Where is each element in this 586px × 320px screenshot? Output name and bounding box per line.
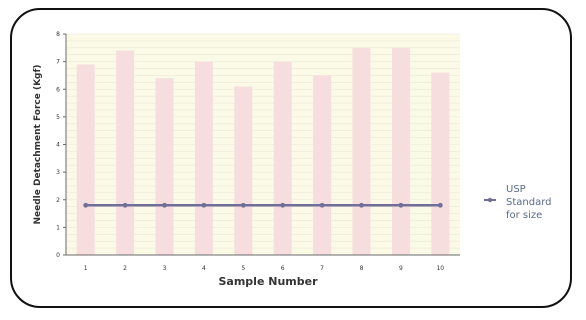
line-point xyxy=(162,202,167,208)
line-point xyxy=(280,202,286,208)
y-tick-label: 1 xyxy=(56,224,60,231)
x-tick-label: 2 xyxy=(123,265,127,272)
x-tick-labels: 1 2 3 4 5 6 7 8 9 10 xyxy=(84,265,445,272)
line-point xyxy=(83,202,89,208)
y-axis-title: Needle Detachment Force (Kgf) xyxy=(33,64,43,224)
y-tick-label: 0 xyxy=(56,252,60,259)
x-tick-label: 1 xyxy=(84,265,88,272)
x-tick-label: 10 xyxy=(436,265,444,272)
line-point xyxy=(319,202,325,208)
bar xyxy=(352,47,371,255)
x-tick-label: 9 xyxy=(399,265,403,272)
x-tick-label: 4 xyxy=(202,265,206,272)
legend: USP Standard for size xyxy=(484,184,552,221)
bar xyxy=(313,75,332,255)
line-point xyxy=(359,202,364,208)
line-point xyxy=(240,202,246,208)
line-point xyxy=(122,202,128,208)
y-tick-label: 5 xyxy=(56,114,60,121)
x-tick-label: 5 xyxy=(241,265,245,272)
x-tick-label: 7 xyxy=(320,265,324,272)
bar xyxy=(155,78,174,255)
bars xyxy=(76,47,450,256)
bar xyxy=(194,61,213,255)
y-tick-label: 8 xyxy=(56,31,60,38)
x-tick-label: 8 xyxy=(360,265,364,272)
usp-standard-line xyxy=(83,202,443,208)
bar xyxy=(76,64,95,255)
y-tick-label: 2 xyxy=(56,197,60,204)
line-point xyxy=(201,202,207,208)
x-axis-title: Sample Number xyxy=(219,275,319,288)
legend-label: USP Standard for size xyxy=(506,184,552,221)
y-tick-label: 6 xyxy=(56,86,60,93)
x-tick-label: 3 xyxy=(163,265,167,272)
y-tick-label: 7 xyxy=(56,59,60,66)
y-tick-label: 3 xyxy=(56,169,60,176)
bar xyxy=(391,47,410,255)
y-tick-labels: 0 1 2 3 4 5 6 7 8 xyxy=(56,31,66,259)
legend-marker xyxy=(487,197,493,203)
x-tick-label: 6 xyxy=(281,265,285,272)
bar xyxy=(116,50,135,256)
line-point xyxy=(398,202,404,208)
line-point xyxy=(437,202,443,208)
bar xyxy=(234,86,253,255)
bar xyxy=(273,61,292,255)
bar xyxy=(431,72,450,255)
y-tick-label: 4 xyxy=(56,142,60,149)
